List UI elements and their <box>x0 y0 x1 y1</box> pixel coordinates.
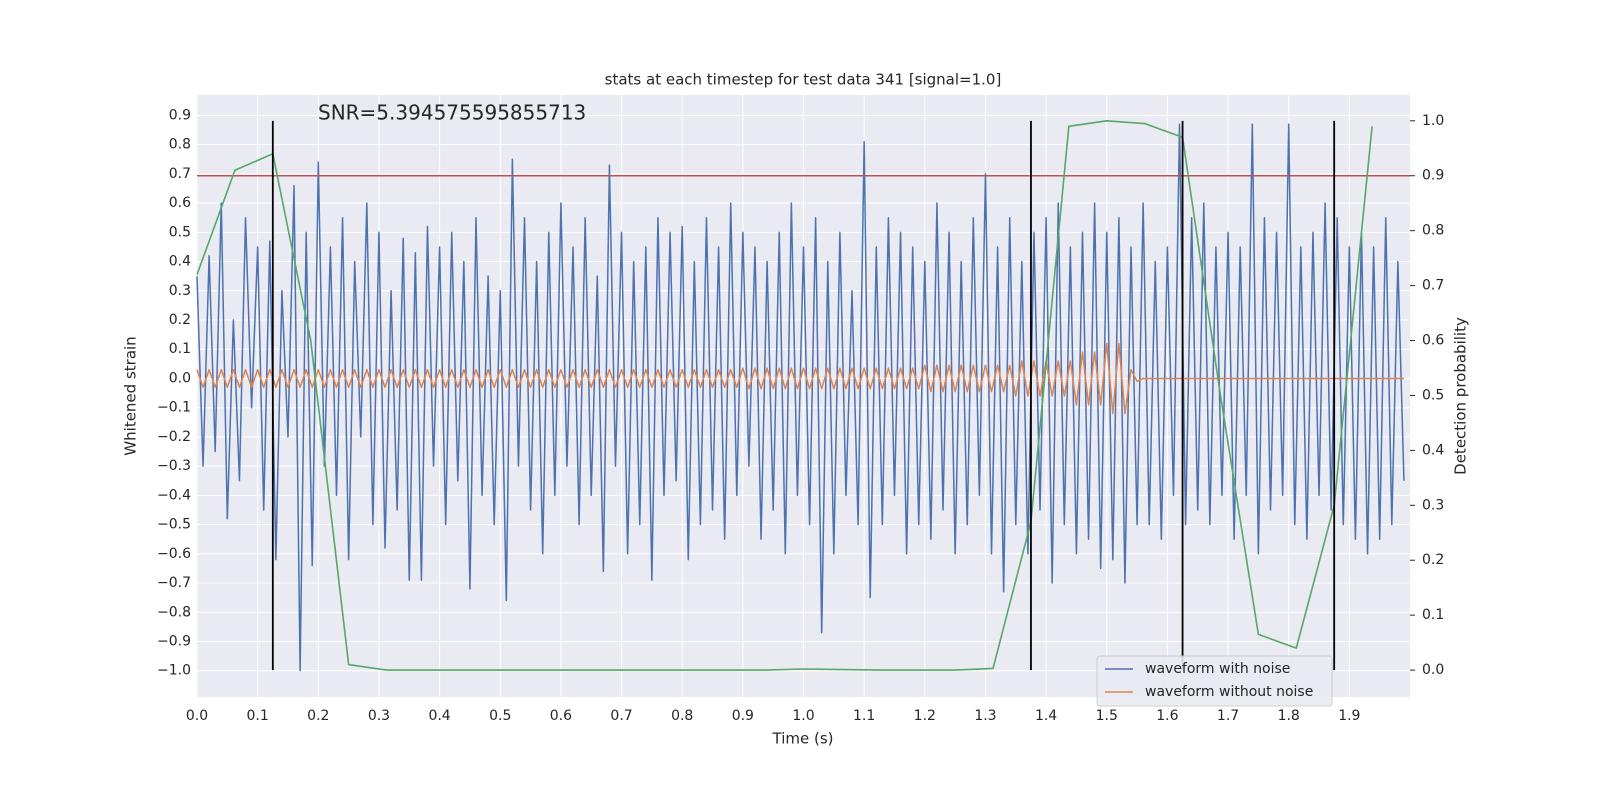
x-tick-label: 1.9 <box>1338 708 1360 724</box>
y-tick-label: 0.6 <box>169 195 191 211</box>
legend-label: waveform with noise <box>1145 661 1290 677</box>
y-axis-label: Whitened strain <box>122 336 140 455</box>
series-line <box>196 120 1373 671</box>
y-tick-label: 0.1 <box>169 341 191 357</box>
y2-tick-label: 0.8 <box>1422 223 1444 239</box>
y2-tick-label: 0.6 <box>1422 333 1444 349</box>
x-tick-label: 0.4 <box>428 708 450 724</box>
y2-axis-label: Detection probability <box>1452 317 1470 475</box>
y-tick-label: −0.8 <box>157 604 191 620</box>
y2-tick-label: 0.0 <box>1422 662 1444 678</box>
y2-tick-label: 0.1 <box>1422 607 1444 623</box>
x-tick-label: 0.1 <box>247 708 269 724</box>
x-tick-label: 0.8 <box>671 708 693 724</box>
y2-tick-label: 0.2 <box>1422 552 1444 568</box>
grid <box>196 95 1410 697</box>
x-tick-label: 0.3 <box>368 708 390 724</box>
x-tick-label: 1.0 <box>792 708 814 724</box>
y2-tick-label: 0.5 <box>1422 387 1444 403</box>
y-tick-label: 0.4 <box>169 254 191 270</box>
x-tick-label: 1.2 <box>914 708 936 724</box>
legend-label: waveform without noise <box>1145 684 1313 700</box>
x-tick-label: 0.2 <box>307 708 329 724</box>
y-tick-label: 0.7 <box>169 166 191 182</box>
y-tick-label: −0.6 <box>157 546 191 562</box>
series-line <box>196 123 1405 672</box>
x-tick-label: 1.3 <box>974 708 996 724</box>
y-tick-label: 0.5 <box>169 224 191 240</box>
x-tick-label: 0.0 <box>186 708 208 724</box>
y-tick-label: −0.4 <box>157 487 191 503</box>
legend: waveform with noise waveform without nois… <box>1096 655 1333 707</box>
y-tick-label: −0.7 <box>157 575 191 591</box>
marks <box>196 120 1410 672</box>
y-tick-label: −0.3 <box>157 458 191 474</box>
chart-title: stats at each timestep for test data 341… <box>605 71 1002 89</box>
y2-tick-label: 0.3 <box>1422 497 1444 513</box>
y-tick-label: 0.8 <box>169 137 191 153</box>
x-tick-label: 1.8 <box>1278 708 1300 724</box>
x-tick-label: 0.7 <box>610 708 632 724</box>
y-tick-label: 0.9 <box>169 107 191 123</box>
x-tick-label: 1.4 <box>1035 708 1057 724</box>
y-tick-label: 0.2 <box>169 312 191 328</box>
x-axis-label: Time (s) <box>772 730 834 748</box>
x-tick-label: 0.9 <box>732 708 754 724</box>
x-tick-label: 1.6 <box>1156 708 1178 724</box>
y-tick-label: −1.0 <box>157 663 191 679</box>
y-tick-label: −0.1 <box>157 400 191 416</box>
y-tick-label: −0.2 <box>157 429 191 445</box>
y2-tick-label: 1.0 <box>1422 113 1444 129</box>
series-line <box>196 342 1404 415</box>
x-tick-label: 0.5 <box>489 708 511 724</box>
y2-tick-label: 0.4 <box>1422 442 1444 458</box>
y-tick-label: −0.9 <box>157 633 191 649</box>
x-tick-label: 1.5 <box>1096 708 1118 724</box>
y-tick-label: −0.5 <box>157 517 191 533</box>
x-tick-label: 1.1 <box>853 708 875 724</box>
y2-tick-label: 0.7 <box>1422 278 1444 294</box>
y2-tick-label: 0.9 <box>1422 168 1444 184</box>
annotation: SNR=5.394575595855713 <box>318 101 586 125</box>
legend-box <box>1096 655 1333 707</box>
x-tick-label: 1.7 <box>1217 708 1239 724</box>
y-tick-label: 0.0 <box>169 370 191 386</box>
x-tick-label: 0.6 <box>550 708 572 724</box>
y-tick-label: 0.3 <box>169 283 191 299</box>
